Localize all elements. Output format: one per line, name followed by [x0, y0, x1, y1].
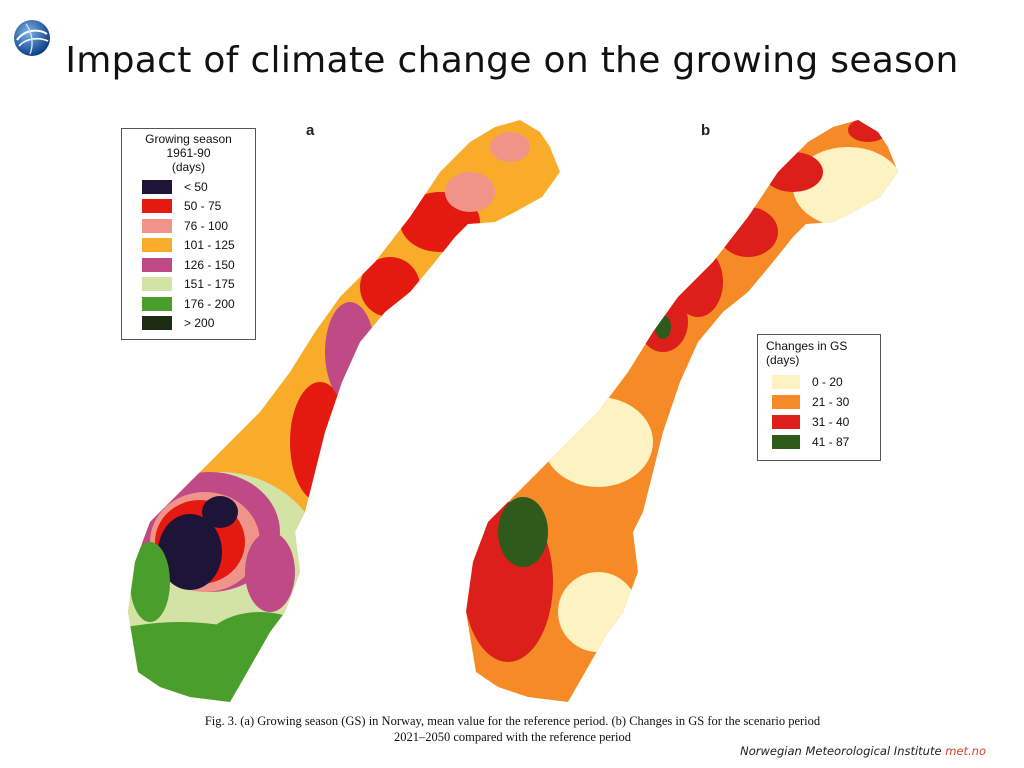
panel-b-letter: b: [701, 122, 711, 139]
legend-swatch: [772, 375, 800, 389]
legend-item: 126 - 150: [142, 255, 249, 275]
legend-item: > 200: [142, 314, 249, 334]
caption-line: Fig. 3. (a) Growing season (GS) in Norwa…: [204, 714, 821, 728]
legend-swatch: [142, 238, 172, 253]
legend-swatch: [772, 415, 800, 429]
legend-item: 176 - 200: [142, 294, 249, 314]
legend-swatch: [142, 316, 172, 331]
legend-swatch: [772, 435, 800, 449]
legend-gs-changes: Changes in GS (days) 0 - 20 21 - 30 31 -…: [757, 334, 881, 461]
legend-title-line: Changes in GS: [766, 339, 848, 353]
caption-line: 2021–2050 compared with the reference pe…: [393, 730, 632, 744]
institute-name: Norwegian Meteorological Institute: [740, 744, 942, 758]
legend-growing-season: Growing season 1961-90 (days) < 50 50 - …: [121, 128, 256, 340]
legend-label: 151 - 175: [184, 277, 235, 292]
figure-caption: Fig. 3. (a) Growing season (GS) in Norwa…: [100, 713, 925, 745]
legend-label: 41 - 87: [812, 435, 850, 449]
legend-item: < 50: [142, 177, 249, 197]
panel-a-letter: a: [306, 122, 315, 139]
legend-label: 50 - 75: [184, 199, 222, 214]
legend-label: > 200: [184, 316, 215, 331]
legend-item: 50 - 75: [142, 197, 249, 217]
legend-title-line: (days): [171, 160, 206, 174]
legend-item: 151 - 175: [142, 275, 249, 295]
legend-swatch: [142, 277, 172, 292]
legend-swatch: [142, 218, 172, 233]
legend-swatch: [142, 179, 172, 194]
legend-swatch: [142, 257, 172, 272]
legend-title-line: Growing season: [145, 132, 232, 146]
legend-label: 126 - 150: [184, 257, 235, 272]
legend-swatch: [142, 199, 172, 214]
legend-label: 0 - 20: [812, 375, 843, 389]
legend-item: 21 - 30: [772, 392, 872, 412]
legend-swatch: [142, 296, 172, 311]
legend-label: 31 - 40: [812, 415, 850, 429]
institute-credit: Norwegian Meteorological Institute met.n…: [740, 744, 986, 758]
legend-swatch: [772, 395, 800, 409]
legend-item: 76 - 100: [142, 216, 249, 236]
institute-site: met.no: [945, 744, 986, 758]
page-title: Impact of climate change on the growing …: [65, 40, 959, 81]
legend-item: 31 - 40: [772, 412, 872, 432]
legend-item: 41 - 87: [772, 432, 872, 452]
legend-label: 76 - 100: [184, 218, 229, 233]
legend-label: 21 - 30: [812, 395, 850, 409]
legend-item: 0 - 20: [772, 372, 872, 392]
legend-label: < 50: [184, 179, 208, 194]
legend-label: 101 - 125: [184, 238, 235, 253]
legend-item: 101 - 125: [142, 236, 249, 256]
legend-title-line: 1961-90: [166, 146, 211, 160]
legend-label: 176 - 200: [184, 296, 235, 311]
globe-logo-icon: [14, 20, 50, 56]
legend-title-line: (days): [766, 353, 800, 367]
